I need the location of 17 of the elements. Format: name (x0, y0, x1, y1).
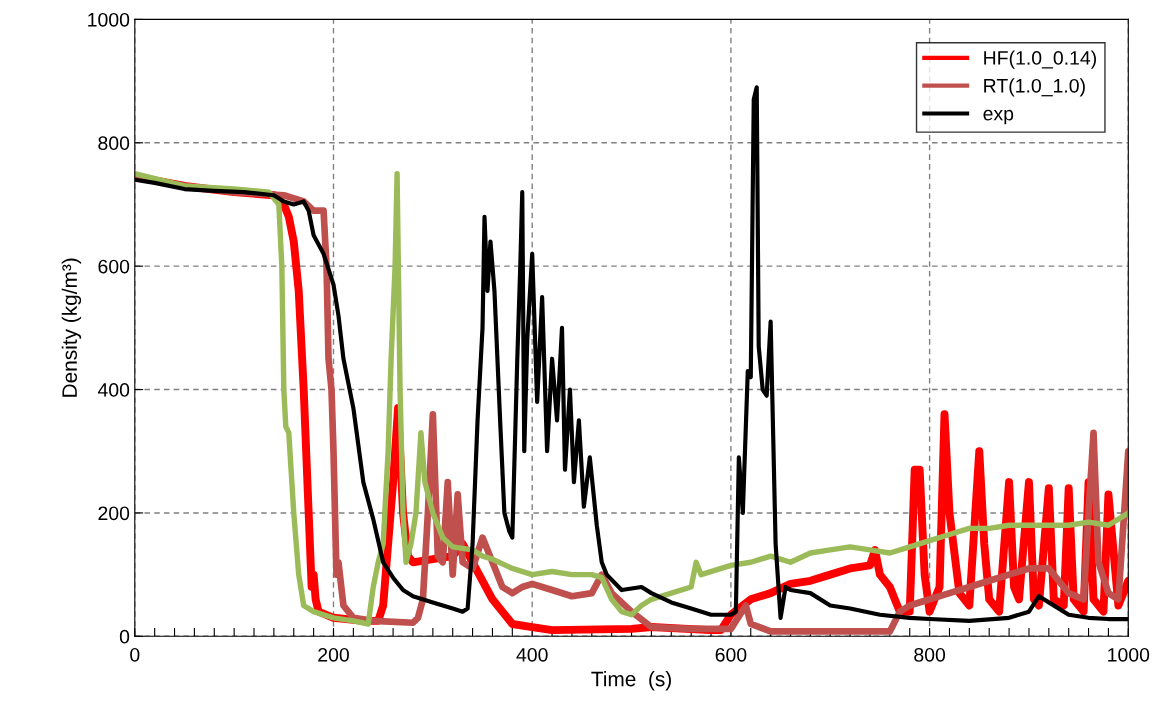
y-tick-label: 1000 (88, 12, 130, 27)
x-tick-label: 800 (914, 647, 946, 662)
x-tick-label: 0 (130, 647, 140, 662)
legend-label: HF(1.0_0.14) (984, 50, 1096, 69)
x-tick-label: 600 (715, 647, 747, 662)
y-axis-title: Density (kg/m³) (61, 258, 82, 397)
x-tick-label: 400 (516, 647, 548, 662)
y-tick-label: 0 (119, 629, 130, 644)
y-tick-label: 400 (97, 383, 130, 397)
x-tick-label: 1000 (1108, 647, 1150, 662)
legend-label: RT(1.0_1.0) (984, 78, 1085, 97)
legend-label: exp (983, 109, 1014, 125)
y-tick-label: 800 (98, 136, 130, 151)
y-tick-label: 600 (98, 259, 130, 274)
x-tick-label: 200 (318, 647, 349, 662)
y-tick-label: 200 (98, 506, 130, 521)
x-axis-title: Time (s) (591, 671, 671, 691)
